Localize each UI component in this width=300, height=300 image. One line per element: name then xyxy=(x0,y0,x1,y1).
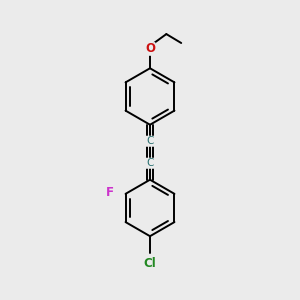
Text: C: C xyxy=(146,136,154,146)
Text: Cl: Cl xyxy=(144,257,156,270)
Text: O: O xyxy=(145,42,155,56)
Text: C: C xyxy=(146,158,154,168)
Text: F: F xyxy=(106,186,114,200)
